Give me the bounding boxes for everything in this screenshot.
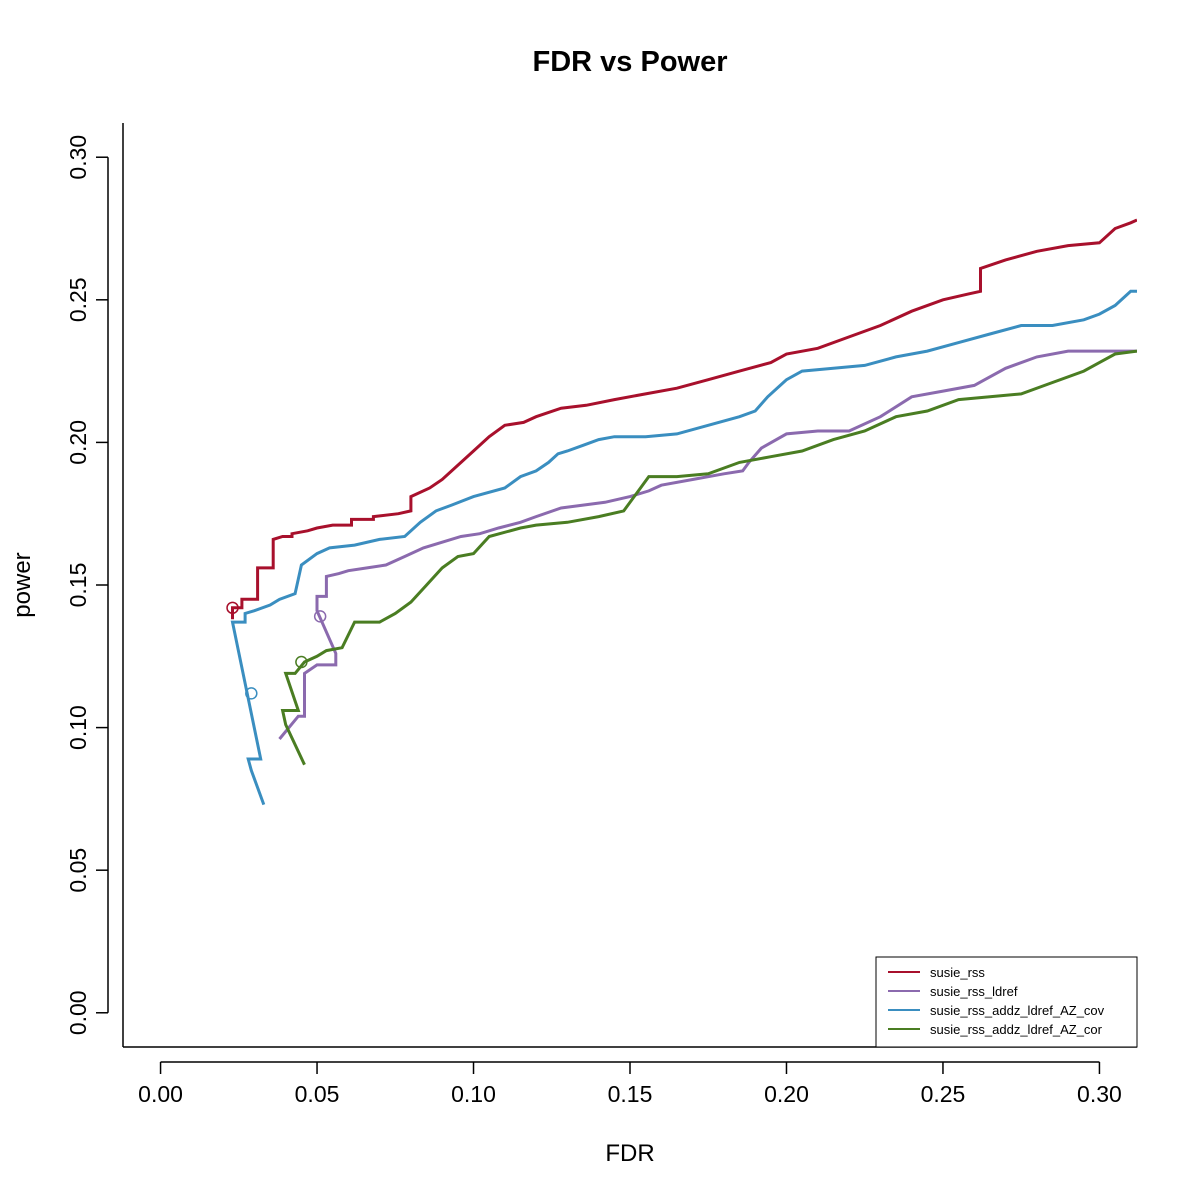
legend: susie_rss susie_rss_ldref susie_rss_addz_l… — [875, 956, 1138, 1048]
y-tick-label: 0.10 — [65, 705, 91, 750]
series-marker-3 — [245, 687, 258, 700]
x-tick-label: 0.10 — [451, 1081, 496, 1107]
series-line-4 — [280, 349, 1137, 766]
x-tick-label: 0.15 — [608, 1081, 653, 1107]
y-tick-label: 0.15 — [65, 563, 91, 608]
legend-label-4: susie_rss_addz_ldref_AZ_cor — [930, 1022, 1103, 1037]
series-line-1 — [231, 218, 1137, 620]
x-tick-label: 0.00 — [138, 1081, 183, 1107]
series-line-2 — [278, 349, 1137, 740]
y-tick-label: 0.25 — [65, 277, 91, 322]
y-axis: 0.00 0.05 0.10 0.15 0.20 0.25 0.30 — [65, 135, 109, 1035]
series-marker-2 — [313, 610, 327, 623]
x-tick-label: 0.20 — [764, 1081, 809, 1107]
y-axis-label: power — [9, 552, 36, 617]
legend-label-2: susie_rss_ldref — [930, 984, 1018, 999]
legend-label-3: susie_rss_addz_ldref_AZ_cov — [930, 1003, 1105, 1018]
series-marker-1 — [226, 601, 239, 615]
y-tick-label: 0.00 — [65, 990, 91, 1035]
y-tick-label: 0.20 — [65, 420, 91, 465]
x-axis-label: FDR — [605, 1140, 654, 1167]
x-axis: 0.00 0.05 0.10 0.15 0.20 0.25 0.30 — [138, 1061, 1122, 1107]
x-tick-label: 0.30 — [1077, 1081, 1122, 1107]
y-tick-label: 0.05 — [65, 848, 91, 893]
series-marker-4 — [295, 655, 308, 669]
x-tick-label: 0.25 — [921, 1081, 966, 1107]
series-line-3 — [230, 289, 1137, 806]
plot-area — [122, 123, 1137, 1048]
chart-title: FDR vs Power — [533, 46, 728, 78]
legend-label-1: susie_rss — [930, 965, 985, 980]
series-group — [226, 218, 1137, 806]
y-tick-label: 0.30 — [65, 135, 91, 180]
x-tick-label: 0.05 — [295, 1081, 340, 1107]
